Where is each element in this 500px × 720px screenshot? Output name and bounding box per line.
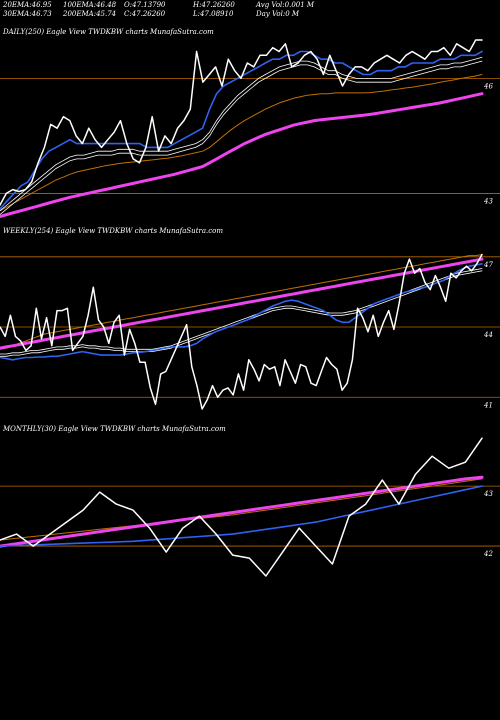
weekly-tick-label-44: 44 [483,331,493,339]
daily-panel-title: DAILY(250) Eagle View TWDKBW charts Muna… [3,28,214,36]
monthly-series-ema-slow [0,478,483,541]
stat-open: O:47.13790 [124,1,166,9]
daily-tick-label-46: 46 [483,82,493,90]
stat-day-vol: Day Vol:0 M [256,10,300,18]
daily-series-ema-band-lower [0,60,483,215]
daily-panel: 46 43 [0,39,500,218]
weekly-tick-label-41: 41 [483,401,493,409]
stat-200ema: 200EMA:45.74 [63,10,117,18]
monthly-panel: 43 42 [0,437,500,577]
daily-series-ema-fast [0,50,483,210]
weekly-series-ema-band-upper [0,268,483,355]
daily-series-ema-long [0,92,484,218]
monthly-tick-label-43: 43 [483,490,493,498]
monthly-tick-label-42: 42 [483,550,493,558]
stat-low: L:47.08910 [193,10,234,18]
stat-20ema: 20EMA:46.95 [3,1,52,9]
weekly-panel: 47 44 41 [0,253,500,410]
daily-series-price [0,39,483,206]
monthly-series-price [0,437,483,577]
stat-30ema: 30EMA:46.73 [3,10,52,18]
weekly-tick-label-47: 47 [483,261,493,269]
stat-avg-vol: Avg Vol:0.001 M [256,1,315,9]
weekly-series-ema-slow [0,254,483,350]
stat-close: C:47.26260 [124,10,166,18]
monthly-series-ema-fast [0,485,483,547]
weekly-series-price [0,253,483,410]
daily-tick-label-43: 43 [483,197,493,205]
daily-series-ema-slow [0,74,483,212]
stat-100ema: 100EMA:46.48 [63,1,117,9]
daily-series-ema-band-upper [0,56,483,212]
weekly-series-ema-fast [0,262,483,361]
monthly-series-ema-long [0,475,484,548]
stat-high: H:47.26260 [193,1,235,9]
weekly-panel-title: WEEKLY(254) Eagle View TWDKBW charts Mun… [3,227,224,235]
weekly-series-ema-long [0,257,484,350]
monthly-panel-title: MONTHLY(30) Eagle View TWDKBW charts Mun… [3,425,226,433]
